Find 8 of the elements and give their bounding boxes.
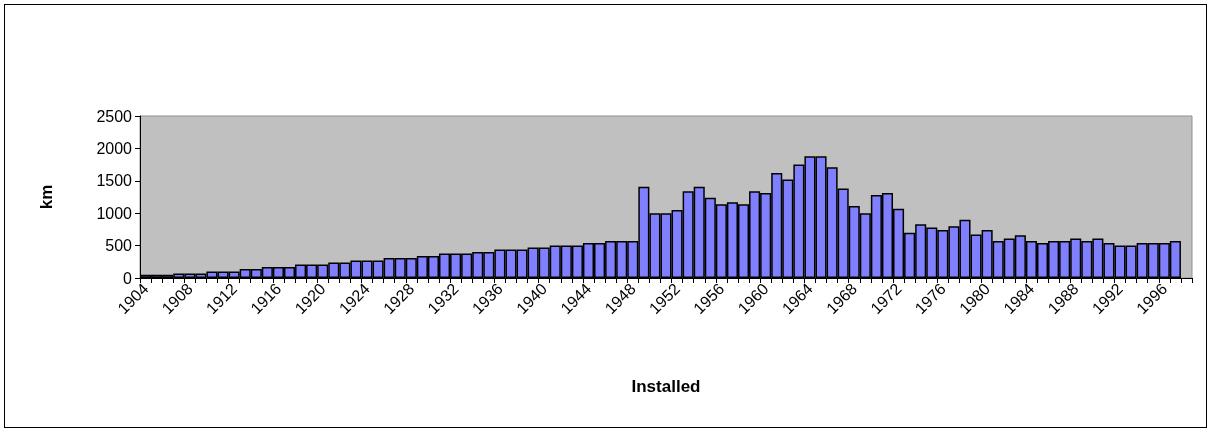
y-tick-label: 1000 <box>96 204 133 222</box>
y-tick-label: 500 <box>105 237 133 255</box>
y-tick-label: 1500 <box>96 172 133 190</box>
y-axis-title: km <box>37 184 56 210</box>
y-tick-label: 2000 <box>96 139 133 157</box>
x-axis-title: Installed <box>631 377 701 396</box>
y-tick-label: 2500 <box>96 107 133 125</box>
y-tick-label: 0 <box>123 269 133 287</box>
